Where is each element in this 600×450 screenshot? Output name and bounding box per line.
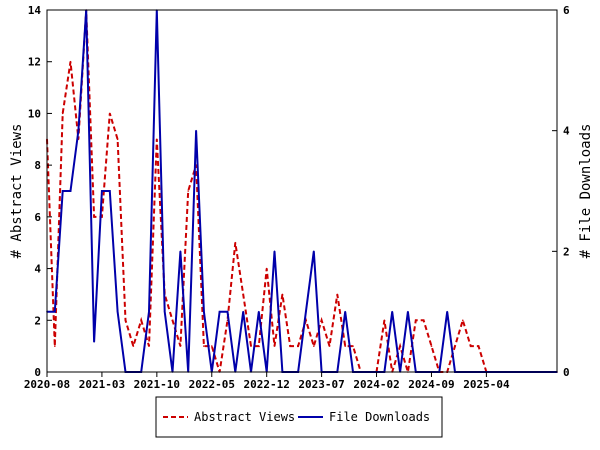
data-point xyxy=(258,310,260,313)
series-line-file-downloads xyxy=(47,9,557,373)
data-point xyxy=(477,345,480,347)
legend-label-abstract-views: Abstract Views xyxy=(194,410,295,424)
data-point xyxy=(454,345,456,347)
right-tick-label: 4 xyxy=(563,125,570,138)
data-point xyxy=(77,129,80,132)
right-y-axis: 0 2 4 6 xyxy=(552,4,570,379)
x-tick-label: 2023-07 xyxy=(298,378,344,391)
data-point xyxy=(132,345,135,347)
data-point xyxy=(171,319,174,322)
data-point xyxy=(352,345,354,347)
data-point xyxy=(116,310,119,313)
data-point xyxy=(203,310,205,313)
left-tick-label: 4 xyxy=(34,263,41,276)
data-point xyxy=(93,216,95,218)
data-point xyxy=(250,345,252,347)
data-point xyxy=(124,319,127,322)
series-lines xyxy=(46,9,558,373)
data-point xyxy=(179,250,182,253)
data-point xyxy=(407,310,409,313)
data-point xyxy=(422,319,425,322)
left-tick-label: 12 xyxy=(28,56,41,69)
data-point xyxy=(109,112,111,115)
data-point xyxy=(54,310,56,313)
data-point xyxy=(116,138,119,141)
data-point xyxy=(289,345,292,347)
data-point xyxy=(258,345,260,347)
data-point xyxy=(226,310,229,313)
left-tick-label: 8 xyxy=(34,159,41,172)
x-tick-label: 2020-08 xyxy=(24,378,70,391)
data-point xyxy=(344,310,347,313)
data-point xyxy=(328,345,331,347)
data-point xyxy=(399,345,401,347)
data-point xyxy=(218,310,221,313)
left-tick-label: 2 xyxy=(34,314,41,327)
data-point xyxy=(391,310,394,313)
data-point xyxy=(281,293,284,296)
data-point xyxy=(163,310,166,313)
right-axis-title: # File Downloads xyxy=(578,124,594,259)
data-point xyxy=(156,138,158,141)
data-point xyxy=(242,293,244,296)
series-line-abstract-views xyxy=(46,9,557,373)
data-point xyxy=(415,319,417,322)
x-tick-label: 2022-12 xyxy=(244,378,290,391)
x-axis: 2020-08 2021-03 2021-10 2022-05 2022-12 2023-… xyxy=(24,372,510,391)
data-point xyxy=(54,345,56,347)
data-point xyxy=(61,112,64,115)
data-point xyxy=(140,319,142,322)
data-point xyxy=(69,190,72,192)
left-tick-label: 14 xyxy=(28,4,42,17)
legend-label-file-downloads: File Downloads xyxy=(329,410,430,424)
data-point xyxy=(195,129,197,132)
data-point xyxy=(313,345,315,347)
data-point xyxy=(148,345,150,347)
data-point xyxy=(265,267,268,270)
data-point xyxy=(313,250,315,253)
data-point xyxy=(179,345,182,347)
data-point xyxy=(109,190,111,192)
data-point xyxy=(446,310,449,313)
plot-area-frame xyxy=(46,9,558,373)
data-point xyxy=(297,345,299,347)
left-tick-label: 6 xyxy=(34,211,41,224)
right-tick-label: 0 xyxy=(563,366,570,379)
data-point xyxy=(462,319,464,322)
left-tick-label: 10 xyxy=(28,107,41,120)
data-point xyxy=(273,250,276,253)
data-point xyxy=(336,293,339,296)
data-point xyxy=(242,310,244,313)
right-tick-label: 2 xyxy=(563,245,570,258)
data-point xyxy=(148,310,150,313)
legend: Abstract Views File Downloads xyxy=(155,396,443,438)
data-point xyxy=(203,345,205,347)
data-point xyxy=(234,241,237,244)
data-point xyxy=(61,190,64,192)
data-point xyxy=(344,345,347,347)
x-tick-label: 2021-10 xyxy=(134,378,180,391)
right-tick-label: 6 xyxy=(563,4,570,17)
data-point xyxy=(101,190,103,192)
data-point xyxy=(430,345,433,347)
data-point xyxy=(469,345,472,347)
left-tick-label: 0 xyxy=(34,366,41,379)
x-tick-label: 2022-05 xyxy=(189,378,235,391)
data-point xyxy=(383,319,386,322)
left-axis-title: # Abstract Views xyxy=(9,124,25,259)
x-tick-label: 2025-04 xyxy=(463,378,510,391)
data-point xyxy=(93,341,95,343)
data-point xyxy=(211,345,213,347)
data-point xyxy=(305,310,307,313)
data-point xyxy=(187,190,189,192)
data-point xyxy=(320,319,323,322)
data-point xyxy=(69,60,72,63)
x-tick-label: 2024-02 xyxy=(353,378,399,391)
x-tick-label: 2021-03 xyxy=(79,378,125,391)
x-tick-label: 2024-09 xyxy=(408,378,454,391)
data-point xyxy=(273,345,276,347)
left-y-axis: 0 2 4 6 8 10 12 14 xyxy=(28,4,52,379)
